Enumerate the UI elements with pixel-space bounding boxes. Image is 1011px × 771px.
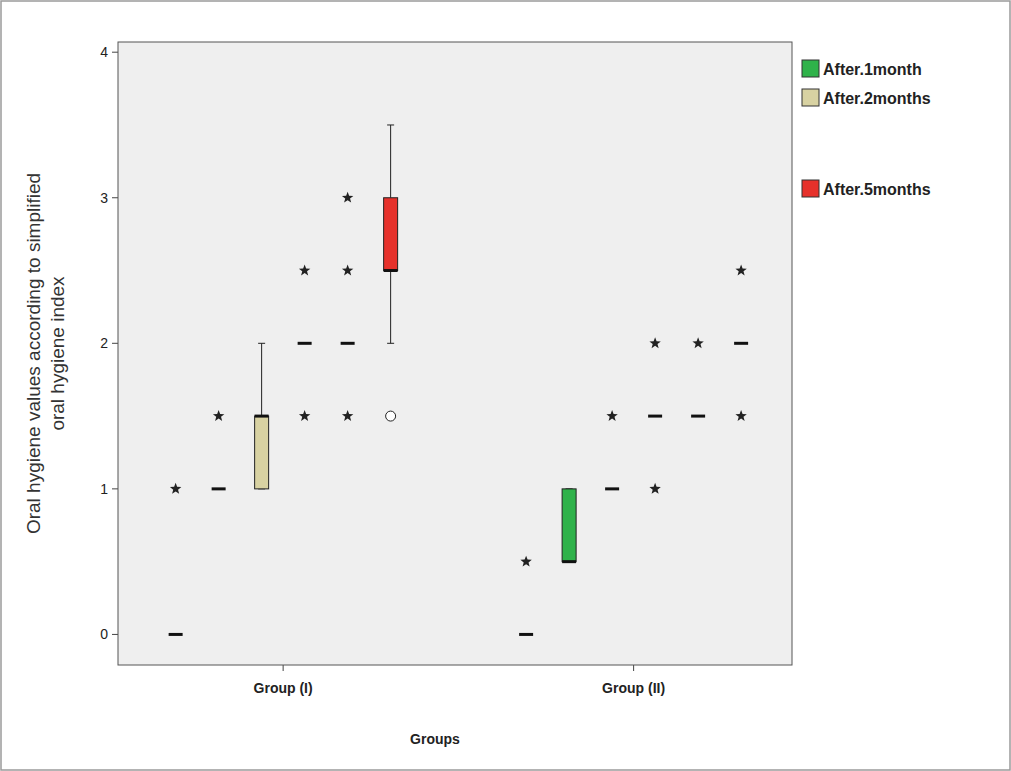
y-tick	[112, 343, 118, 344]
figure-border	[1, 1, 1010, 770]
box	[298, 343, 312, 344]
median	[519, 633, 533, 636]
y-tick-label: 4	[100, 44, 108, 60]
outlier	[386, 411, 396, 421]
whisker	[390, 125, 391, 198]
whisker-cap	[387, 124, 394, 125]
extreme	[606, 410, 617, 421]
median	[341, 342, 355, 345]
extreme	[735, 410, 746, 421]
box	[341, 343, 355, 344]
plot-frame	[118, 42, 792, 665]
extreme	[342, 410, 353, 421]
box	[384, 198, 398, 271]
y-tick-label: 0	[100, 626, 108, 642]
legend-swatch	[802, 89, 819, 106]
box	[691, 416, 705, 417]
x-axis-label: Groups	[410, 731, 460, 747]
y-tick-label: 3	[100, 190, 108, 206]
y-axis-label: Oral hygiene values according to simplif…	[23, 173, 44, 534]
box	[519, 634, 533, 635]
median	[562, 560, 576, 563]
y-tick-label: 1	[100, 481, 108, 497]
whisker	[261, 343, 262, 416]
median	[255, 415, 269, 418]
x-tick-label: Group (I)	[254, 680, 313, 696]
extreme	[299, 265, 310, 276]
legend-label: After.2months	[823, 90, 931, 107]
y-tick	[112, 52, 118, 53]
whisker-cap	[258, 343, 265, 344]
y-tick	[112, 488, 118, 489]
box	[255, 416, 269, 489]
box	[648, 416, 662, 417]
extreme	[649, 483, 660, 494]
box	[562, 489, 576, 562]
extreme	[735, 265, 746, 276]
extreme	[213, 410, 224, 421]
marks	[169, 125, 748, 634]
extreme	[299, 410, 310, 421]
box	[605, 488, 619, 489]
plot-background	[118, 42, 792, 665]
box	[212, 488, 226, 489]
legend-label: After.1month	[823, 61, 922, 78]
median	[298, 342, 312, 345]
y-axis-label: oral hygiene index	[47, 276, 68, 431]
extreme	[342, 265, 353, 276]
extreme	[170, 483, 181, 494]
y-tick	[112, 634, 118, 635]
median	[169, 633, 183, 636]
whisker-cap	[387, 343, 394, 344]
x-tick	[283, 665, 284, 671]
median	[691, 415, 705, 418]
median	[212, 487, 226, 490]
chart: 0 1 2 3 4 Group (I) Group (II) Groups Oral hygie…	[0, 0, 1011, 771]
y-tick	[112, 197, 118, 198]
extreme	[649, 337, 660, 348]
median	[734, 342, 748, 345]
legend-label: After.5months	[823, 181, 931, 198]
extreme	[520, 556, 531, 567]
box	[169, 634, 183, 635]
legend-swatch	[802, 60, 819, 77]
extreme	[342, 192, 353, 203]
median	[605, 487, 619, 490]
box	[734, 343, 748, 344]
legend-swatch	[802, 180, 819, 197]
whisker	[390, 271, 391, 344]
y-tick-label: 2	[100, 335, 108, 351]
median	[384, 269, 398, 272]
extreme	[692, 337, 703, 348]
x-tick-label: Group (II)	[602, 680, 665, 696]
x-tick	[633, 665, 634, 671]
median	[648, 415, 662, 418]
